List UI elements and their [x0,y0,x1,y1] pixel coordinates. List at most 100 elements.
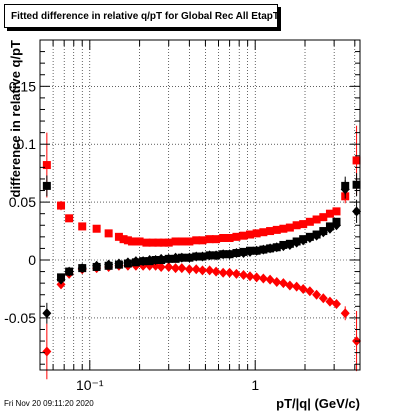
data-point [305,286,315,297]
data-point [319,213,328,222]
data-point [177,237,186,246]
data-point [292,221,301,230]
data-point [352,156,361,165]
data-point [177,252,187,263]
data-point [278,241,288,252]
data-point [192,236,201,245]
data-point [164,238,173,247]
data-point [131,256,141,267]
data-point [312,230,322,241]
data-point [156,253,166,264]
data-point [185,237,194,246]
data-point [218,249,228,260]
data-point [258,244,268,255]
data-point [114,258,124,269]
data-point [265,274,275,285]
data-point [331,220,341,231]
data-point [298,235,308,246]
data-point [159,238,168,247]
data-point [305,233,315,243]
data-point [205,265,215,276]
data-point [340,308,350,319]
data-point [318,227,328,238]
data-point [252,272,262,283]
data-point [57,201,66,210]
y-tick-label: 0 [28,252,36,268]
data-point [138,256,148,267]
data-point [205,235,214,244]
y-tick-label: 0.05 [9,194,36,210]
data-point [272,277,282,287]
data-point [171,263,181,274]
data-point [77,263,87,274]
data-point [266,227,275,236]
data-point [312,215,321,224]
series-3 [42,180,362,324]
data-point [225,234,234,242]
data-point [272,225,281,234]
data-point [298,283,308,294]
data-point [231,268,241,279]
data-point [184,264,194,275]
data-point [252,245,262,256]
data-point [225,249,235,260]
x-tick-label: 10⁻¹ [76,377,104,393]
chart-title: Fitted difference in relative q/pT for G… [4,4,279,28]
data-point [145,255,155,265]
y-axis-label: difference in relative q/pT [8,40,23,198]
timestamp: Fri Nov 20 09:11:20 2020 [4,399,94,408]
data-point [177,263,187,274]
data-point [272,242,282,253]
data-point [198,236,207,245]
data-point [265,243,275,254]
data-point [42,346,52,357]
series-2 [42,173,361,282]
data-point [258,273,268,284]
data-point [123,257,133,268]
grid [39,40,360,370]
data-point [164,261,174,272]
ticks: 10⁻¹ 1 -0.05 0 0.05 0.1 0.15 [4,40,360,393]
data-point [42,181,51,190]
data-point [325,223,335,234]
data-point [245,271,255,282]
data-point [312,289,322,300]
data-point [239,248,249,259]
data-point [197,251,207,262]
data-point [299,220,308,229]
data-point [352,180,361,189]
y-tick-label: 0.15 [9,78,36,94]
data-point [232,232,241,241]
data-point [219,234,228,242]
data-point [92,260,102,271]
data-point [211,266,221,277]
x-tick-label: 1 [251,377,259,393]
data-point [239,270,249,281]
data-point [211,250,221,261]
data-point [104,259,114,270]
data-point [78,222,87,231]
data-point [191,251,201,262]
data-point [56,274,66,285]
data-point [212,235,221,244]
data-point [65,214,74,223]
data-point [104,229,113,238]
data-layer [42,125,362,380]
data-point [154,238,163,247]
y-tick-label: -0.05 [4,310,36,326]
data-point [285,239,295,250]
data-point [156,261,166,272]
data-point [205,250,215,261]
data-point [135,237,144,246]
data-point [259,228,268,237]
data-point [92,224,101,233]
data-point [171,252,181,263]
data-point [148,238,157,247]
data-point [225,267,235,278]
data-point [318,293,328,304]
data-point [123,236,132,245]
data-point [285,223,294,232]
plot-frame [39,39,361,371]
data-point [252,229,261,238]
